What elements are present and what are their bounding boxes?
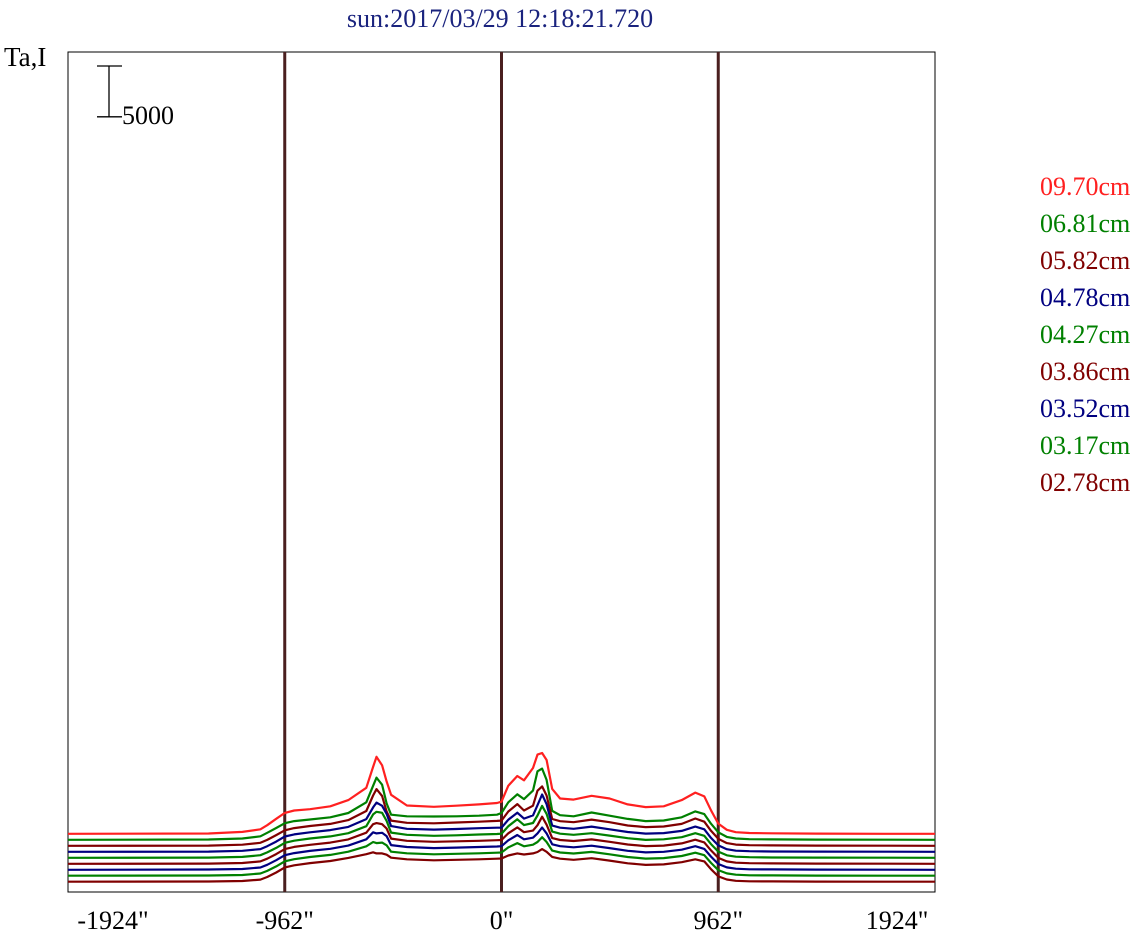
series-line-06.81cm [67,767,936,841]
legend-entry-05.82cm: 05.82cm [1040,246,1131,275]
y-axis-label: Ta,I [4,42,47,72]
series-line-03.52cm [67,826,936,871]
scale-bar [97,65,122,118]
x-tick-label: 0" [489,906,514,935]
series-lines [67,751,936,883]
legend-entry-02.78cm: 02.78cm [1040,468,1131,497]
reference-lines [283,52,720,892]
series-line-04.27cm [67,804,936,859]
legend-entry-03.52cm: 03.52cm [1040,394,1131,423]
legend: 09.70cm 06.81cm 05.82cm 04.78cm 04.27cm 03.86… [1040,168,1130,501]
series-line-04.78cm [67,793,936,853]
x-tick-label: 962" [693,906,744,935]
legend-entry-03.86cm: 03.86cm [1040,357,1131,386]
scale-bar-label: 5000 [122,101,174,130]
series-line-02.78cm [67,847,935,883]
legend-entry-09.70cm: 09.70cm [1040,172,1131,201]
series-line-05.82cm [67,785,936,847]
series-line-03.17cm [67,836,935,877]
x-tick-label: -962" [255,906,314,935]
series-line-03.86cm [67,815,936,865]
chart-title: sun:2017/03/29 12:18:21.720 [346,4,654,33]
legend-entry-06.81cm: 06.81cm [1040,209,1131,238]
legend-entry-04.78cm: 04.78cm [1040,283,1131,312]
series-line-09.70cm [67,751,935,835]
x-tick-label: -1924" [77,906,149,935]
legend-entry-04.27cm: 04.27cm [1040,320,1131,349]
x-tick-label: 1924" [865,906,929,935]
legend-entry-03.17cm: 03.17cm [1040,431,1131,460]
